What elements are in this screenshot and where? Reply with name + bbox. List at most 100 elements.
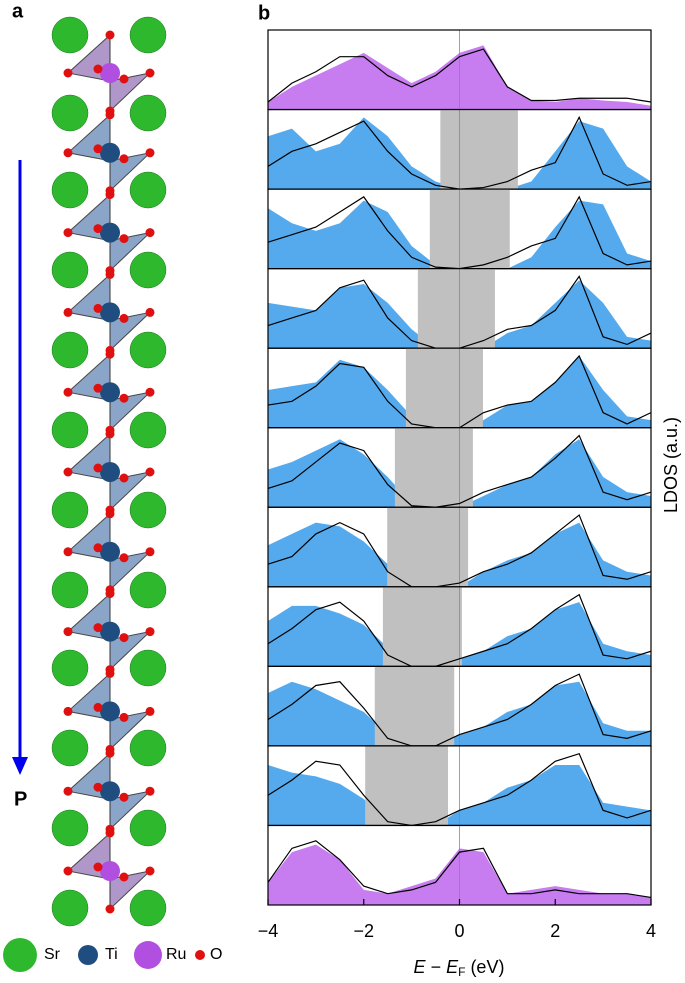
o-atom — [93, 702, 103, 712]
o-atom — [63, 148, 73, 158]
o-atom — [119, 154, 129, 164]
polarization-label: P — [14, 788, 27, 810]
sr-atom — [51, 889, 89, 927]
sr-atom — [51, 649, 89, 687]
ldos-fill — [268, 765, 651, 826]
ldos-fill — [268, 280, 651, 349]
x-tick-label: −4 — [258, 921, 279, 941]
o-atom — [93, 543, 103, 553]
o-atom — [63, 627, 73, 637]
b-atom — [100, 382, 120, 403]
legend-swatch — [134, 941, 162, 969]
o-atom — [105, 828, 115, 838]
b-atom — [100, 222, 120, 243]
sr-atom — [51, 411, 89, 449]
o-atom — [93, 64, 103, 74]
ldos-line — [267, 514, 652, 588]
ldos-fill — [268, 602, 651, 667]
b-atom — [100, 701, 120, 722]
sr-atom — [51, 251, 89, 289]
o-atom — [105, 269, 115, 279]
band-gap — [429, 189, 510, 269]
o-atom — [145, 547, 155, 557]
o-atom — [105, 668, 115, 678]
sr-atom — [129, 491, 167, 529]
band-gap — [365, 745, 449, 826]
o-atom — [93, 862, 103, 872]
o-atom — [145, 228, 155, 238]
sr-atom — [51, 729, 89, 767]
sr-atom — [129, 16, 167, 54]
x-tick-label: 0 — [454, 921, 464, 941]
o-atom — [93, 463, 103, 473]
o-atom — [93, 144, 103, 154]
ldos-line — [267, 752, 652, 827]
sr-atom — [129, 729, 167, 767]
x-axis-label: E − EF (eV) — [414, 957, 505, 979]
ldos-line — [267, 593, 652, 667]
arrow-head — [12, 757, 28, 775]
y-axis-label: LDOS (a.u.) — [661, 417, 681, 513]
o-atom — [119, 792, 129, 802]
o-atom — [145, 148, 155, 158]
o-atom — [145, 467, 155, 477]
x-tick-label: −2 — [353, 921, 374, 941]
sr-atom — [129, 251, 167, 289]
ldos-fill — [268, 355, 651, 428]
o-atom — [105, 509, 115, 519]
band-gap — [374, 666, 455, 746]
sr-atom — [51, 809, 89, 847]
o-atom — [105, 30, 115, 40]
sr-atom — [51, 94, 89, 132]
ldos-line — [267, 48, 652, 103]
o-atom — [105, 748, 115, 758]
o-atom — [63, 228, 73, 238]
o-atom — [119, 473, 129, 483]
o-atom — [63, 866, 73, 876]
sr-atom — [129, 94, 167, 132]
x-axis-label-part: (eV) — [465, 957, 504, 977]
o-atom — [145, 866, 155, 876]
b-atom — [100, 541, 120, 562]
legend-swatch — [3, 938, 37, 972]
o-atom — [63, 786, 73, 796]
band-gap — [440, 109, 518, 190]
o-atom — [105, 589, 115, 599]
b-atom — [100, 621, 120, 642]
ldos-fill — [268, 200, 651, 269]
legend-swatch — [78, 945, 98, 965]
x-tick-label: 2 — [550, 921, 560, 941]
band-gap — [387, 507, 469, 587]
o-atom — [145, 307, 155, 317]
sr-atom — [51, 331, 89, 369]
sr-atom — [129, 649, 167, 687]
o-atom — [145, 68, 155, 78]
o-atom — [93, 383, 103, 393]
o-atom — [105, 110, 115, 120]
b-atom — [100, 63, 120, 83]
o-atom — [63, 467, 73, 477]
o-atom — [105, 349, 115, 359]
o-atom — [119, 872, 129, 882]
sr-atom — [129, 411, 167, 449]
o-atom — [119, 74, 129, 84]
o-atom — [119, 234, 129, 244]
x-axis-label-part: E — [446, 957, 459, 977]
legend-label: Sr — [44, 946, 61, 963]
o-atom — [105, 904, 115, 914]
o-atom — [63, 547, 73, 557]
o-atom — [119, 393, 129, 403]
o-atom — [63, 706, 73, 716]
o-atom — [105, 190, 115, 200]
o-atom — [119, 313, 129, 323]
band-gap — [382, 586, 462, 667]
o-atom — [93, 224, 103, 234]
legend-label: Ti — [105, 946, 118, 963]
legend-label: Ru — [166, 946, 186, 963]
panel-label: a — [12, 0, 24, 22]
o-atom — [145, 786, 155, 796]
legend-label: O — [210, 946, 222, 963]
o-atom — [63, 387, 73, 397]
o-atom — [63, 68, 73, 78]
